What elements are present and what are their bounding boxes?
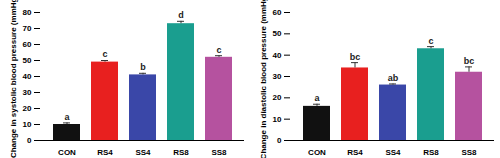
svg-text:60: 60 [273,8,282,17]
svg-text:RS4: RS4 [97,148,113,157]
svg-text:c: c [216,45,221,55]
svg-text:0: 0 [277,136,282,145]
svg-text:20: 20 [23,104,32,113]
svg-text:30: 30 [23,88,32,97]
svg-text:Change in systolic blood press: Change in systolic blood pressure (mmHg) [9,0,18,158]
svg-text:c: c [428,36,433,46]
svg-text:b: b [140,62,146,72]
svg-text:0: 0 [27,136,32,145]
svg-text:20: 20 [273,93,282,102]
svg-text:d: d [178,10,184,20]
svg-text:40: 40 [23,72,32,81]
svg-text:10: 10 [273,115,282,124]
svg-text:RS8: RS8 [173,148,189,157]
svg-text:RS8: RS8 [423,148,439,157]
svg-text:80: 80 [23,8,32,17]
svg-text:50: 50 [23,56,32,65]
svg-text:RS4: RS4 [347,148,363,157]
svg-text:CON: CON [58,148,76,157]
svg-text:a: a [64,112,70,122]
svg-text:SS4: SS4 [135,148,151,157]
svg-text:SS8: SS8 [211,148,227,157]
svg-text:30: 30 [273,72,282,81]
svg-text:50: 50 [273,29,282,38]
svg-text:CON: CON [308,148,326,157]
svg-text:c: c [102,49,107,59]
svg-text:bc: bc [464,56,475,66]
svg-text:60: 60 [23,40,32,49]
svg-text:10: 10 [23,120,32,129]
svg-text:40: 40 [273,51,282,60]
svg-text:bc: bc [350,52,361,62]
svg-text:SS4: SS4 [385,148,401,157]
svg-text:Change in diastolic blood pres: Change in diastolic blood pressure (mmHg… [259,0,268,158]
svg-text:ab: ab [388,73,399,83]
svg-text:SS8: SS8 [461,148,477,157]
svg-text:a: a [314,93,320,103]
svg-text:70: 70 [23,24,32,33]
